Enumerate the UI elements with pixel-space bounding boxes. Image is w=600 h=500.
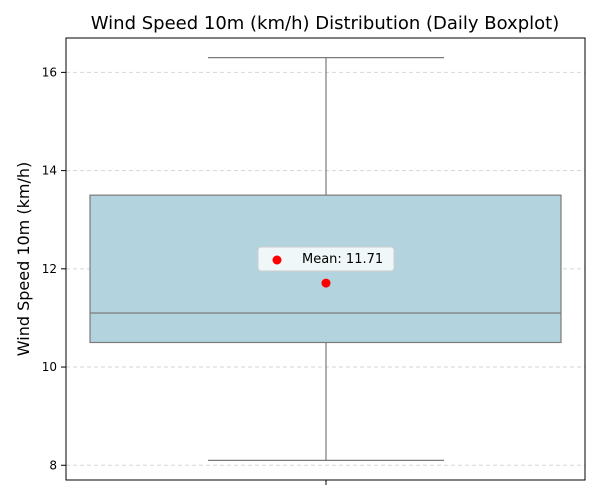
legend-mean-marker — [272, 255, 282, 265]
y-axis: 8 10 12 14 16 — [42, 65, 66, 472]
y-tick-label: 8 — [49, 458, 57, 472]
y-tick-label: 14 — [42, 164, 57, 178]
legend: Mean: 11.71 — [257, 246, 395, 272]
y-tick-label: 16 — [42, 65, 57, 79]
mean-marker — [321, 278, 331, 288]
y-tick-label: 10 — [42, 360, 57, 374]
legend-label: Mean: 11.71 — [302, 252, 383, 267]
y-axis-label: Wind Speed 10m (km/h) — [14, 162, 33, 356]
y-tick-label: 12 — [42, 262, 57, 276]
chart-title: Wind Speed 10m (km/h) Distribution (Dail… — [91, 13, 559, 34]
legend-box — [257, 246, 395, 272]
